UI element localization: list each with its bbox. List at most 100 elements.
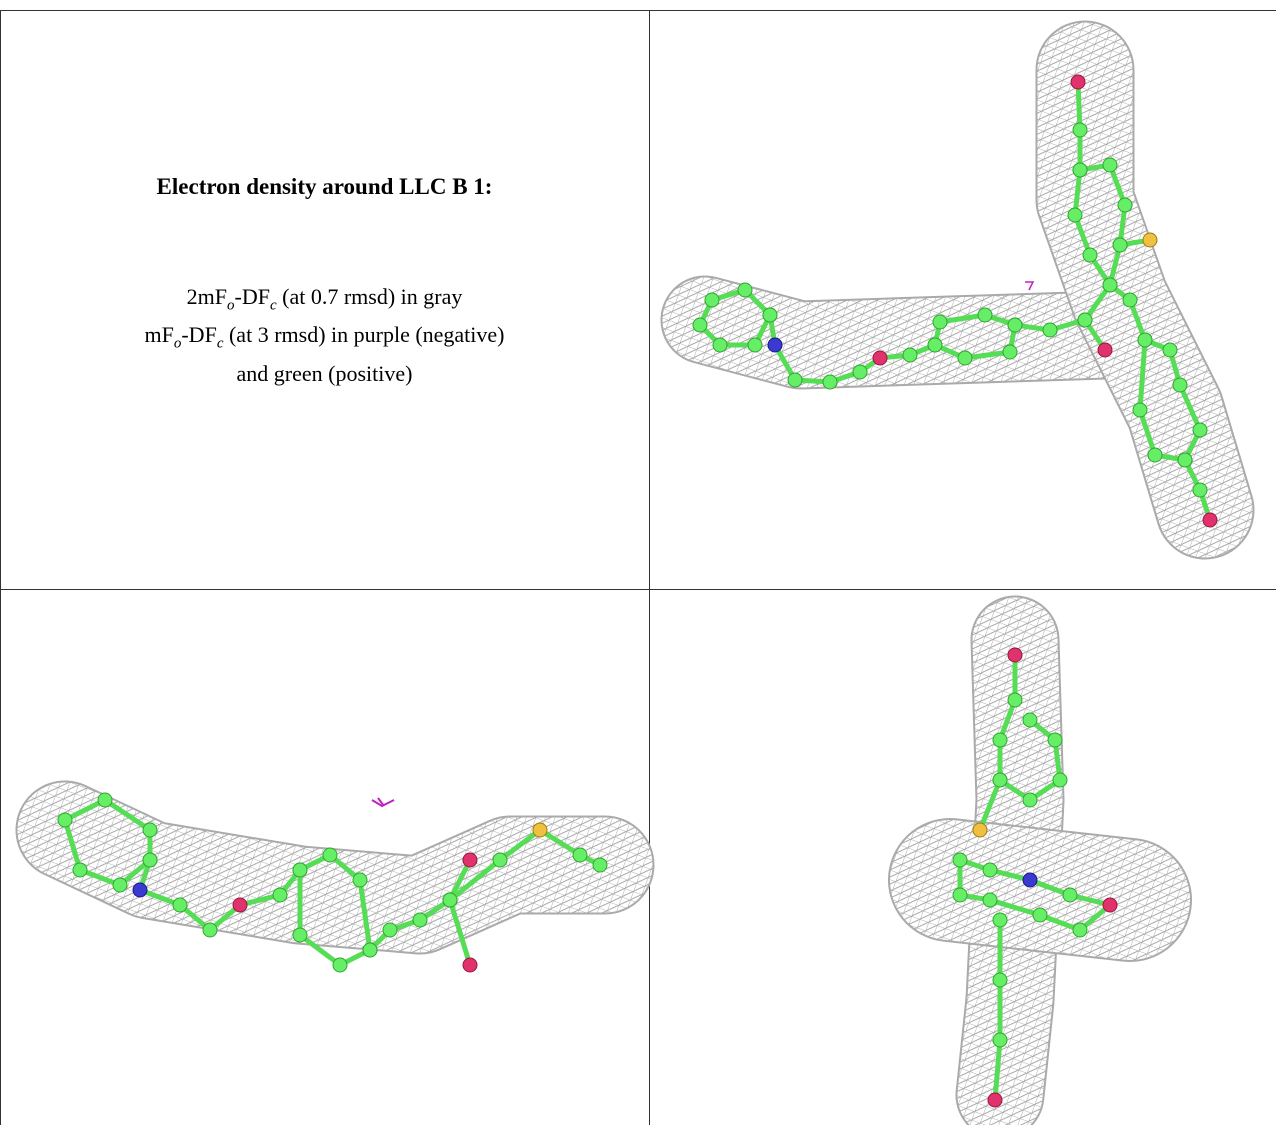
atom <box>1022 792 1038 808</box>
atom <box>172 897 188 913</box>
atom <box>57 812 73 828</box>
atom <box>492 852 508 868</box>
atom <box>352 872 368 888</box>
atom <box>1072 122 1088 138</box>
atom <box>692 317 708 333</box>
atom <box>1070 74 1086 90</box>
atom <box>97 792 113 808</box>
text-run: (at 0.7 rmsd) in gray <box>276 284 463 309</box>
atom <box>737 282 753 298</box>
subscript: c <box>216 335 224 352</box>
caption-line: mFo-DFc (at 3 rmsd) in purple (negative) <box>0 320 649 358</box>
atom <box>1032 907 1048 923</box>
atom <box>1047 732 1063 748</box>
atom <box>72 862 88 878</box>
atom <box>982 892 998 908</box>
atom <box>992 912 1008 928</box>
atom <box>822 374 838 390</box>
atom <box>1072 162 1088 178</box>
atom <box>767 337 783 353</box>
atom <box>1172 377 1188 393</box>
caption-title: Electron density around LLC B 1: <box>156 174 493 199</box>
atom <box>1102 897 1118 913</box>
atom <box>1122 292 1138 308</box>
atom <box>292 927 308 943</box>
subscript: c <box>269 297 277 314</box>
atom <box>292 862 308 878</box>
atom <box>462 852 478 868</box>
atom <box>1042 322 1058 338</box>
atom <box>1162 342 1178 358</box>
atom <box>1082 247 1098 263</box>
atom <box>932 314 948 330</box>
atom <box>747 337 763 353</box>
density-mesh <box>17 782 653 953</box>
atom <box>572 847 588 863</box>
atom <box>852 364 868 380</box>
atom <box>132 882 148 898</box>
atom <box>1102 277 1118 293</box>
density-images <box>15 20 1255 1125</box>
bond <box>977 779 1003 831</box>
atom <box>1062 887 1078 903</box>
atom <box>972 822 988 838</box>
atom <box>362 942 378 958</box>
diff-density <box>1025 281 1035 291</box>
atom <box>987 1092 1003 1108</box>
atom <box>142 822 158 838</box>
atom <box>982 862 998 878</box>
atom <box>902 347 918 363</box>
atom <box>1067 207 1083 223</box>
atom <box>1132 402 1148 418</box>
table-grid <box>0 10 1276 1125</box>
text-run: and green (positive) <box>236 360 413 386</box>
atom <box>1142 232 1158 248</box>
atom <box>1007 317 1023 333</box>
atom <box>1052 772 1068 788</box>
atom <box>977 307 993 323</box>
text-run: (at 3 rmsd) in purple (negative) <box>223 322 505 348</box>
bond <box>1014 317 1108 352</box>
atom <box>1007 647 1023 663</box>
caption-cell: Electron density around LLC B 1: 2mFo-DF… <box>0 10 649 589</box>
bond <box>447 899 473 966</box>
atom <box>952 852 968 868</box>
atom <box>704 292 720 308</box>
atom <box>992 732 1008 748</box>
caption-lines: 2mFo-DFc (at 0.7 rmsd) in gray mFo-DFc (a… <box>0 282 649 388</box>
atom <box>1137 332 1153 348</box>
density-mesh <box>890 820 1190 960</box>
atom <box>462 957 478 973</box>
atom <box>1192 482 1208 498</box>
atom <box>322 847 338 863</box>
atom <box>382 922 398 938</box>
caption-line: 2mFo-DFc (at 0.7 rmsd) in gray <box>0 282 649 320</box>
atom <box>1192 422 1208 438</box>
atom <box>1007 692 1023 708</box>
atom <box>762 307 778 323</box>
atom <box>442 892 458 908</box>
subscript: o <box>173 335 182 352</box>
atom <box>202 922 218 938</box>
atom <box>712 337 728 353</box>
atom <box>1102 157 1118 173</box>
atom <box>992 1032 1008 1048</box>
text-run: 2mF <box>186 284 227 309</box>
atom <box>952 887 968 903</box>
bond <box>957 856 1116 933</box>
atom <box>1022 872 1038 888</box>
text-run: mF <box>144 322 174 348</box>
atom <box>1072 922 1088 938</box>
atom <box>1077 312 1093 328</box>
diff-density <box>371 797 395 808</box>
atom <box>1147 447 1163 463</box>
atom <box>992 972 1008 988</box>
atom <box>992 772 1008 788</box>
atom <box>592 857 608 873</box>
density-mesh <box>662 277 1148 388</box>
atom <box>1097 342 1113 358</box>
subscript: o <box>227 297 235 314</box>
atom <box>1022 712 1038 728</box>
